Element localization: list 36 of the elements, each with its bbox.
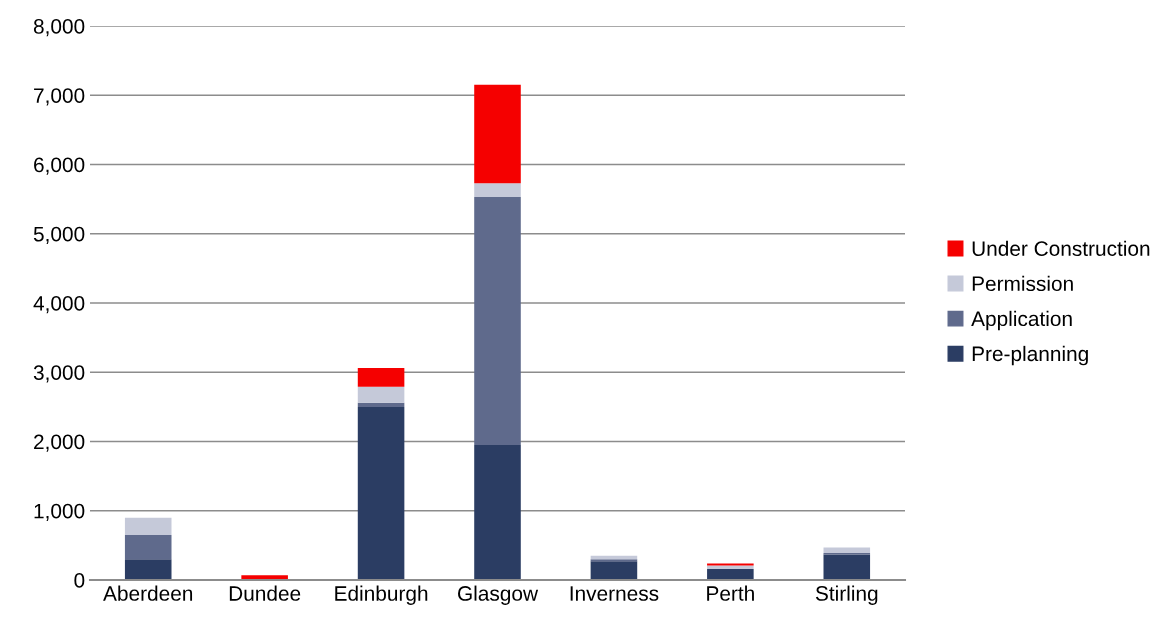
- bar: [474, 183, 521, 198]
- bar: [124, 517, 172, 535]
- bar: [474, 197, 521, 445]
- bar: [124, 559, 172, 580]
- y-tick-label: 8,000: [33, 19, 85, 37]
- y-tick-label: 4,000: [33, 296, 85, 314]
- bar: [590, 561, 638, 580]
- x-tick-label: Dundee: [229, 585, 301, 601]
- bar: [474, 84, 521, 184]
- y-tick-label: 6,000: [34, 157, 85, 175]
- legend-label: Application: [971, 310, 1072, 331]
- legend-label: Permission: [972, 275, 1073, 292]
- y-tick-label: 5,000: [33, 226, 85, 244]
- x-tick-label: Inverness: [570, 586, 659, 601]
- y-tick-label: 3,000: [33, 365, 85, 383]
- y-tick-label: 1,000: [34, 503, 85, 521]
- x-tick-label: Stirling: [815, 585, 878, 605]
- x-tick-label: Perth: [707, 585, 754, 601]
- x-tick-label: Aberdeen: [103, 585, 193, 601]
- bar: [357, 386, 405, 403]
- legend-label: Pre-planning: [972, 345, 1088, 366]
- bar: [823, 547, 871, 553]
- bar: [357, 402, 405, 407]
- y-tick-label: 7,000: [34, 88, 85, 106]
- bar: [823, 554, 871, 580]
- bar: [124, 534, 172, 560]
- y-tick-label: 0: [74, 573, 85, 588]
- x-tick-label: Edinburgh: [335, 585, 428, 605]
- legend-label: Under Construction: [972, 240, 1150, 257]
- y-tick-label: 2,000: [34, 434, 85, 452]
- bar: [707, 568, 754, 580]
- bar: [357, 406, 405, 580]
- bar: [590, 559, 638, 562]
- bar: [357, 368, 405, 387]
- bar: [474, 444, 521, 580]
- x-tick-label: Glasgow: [458, 585, 539, 605]
